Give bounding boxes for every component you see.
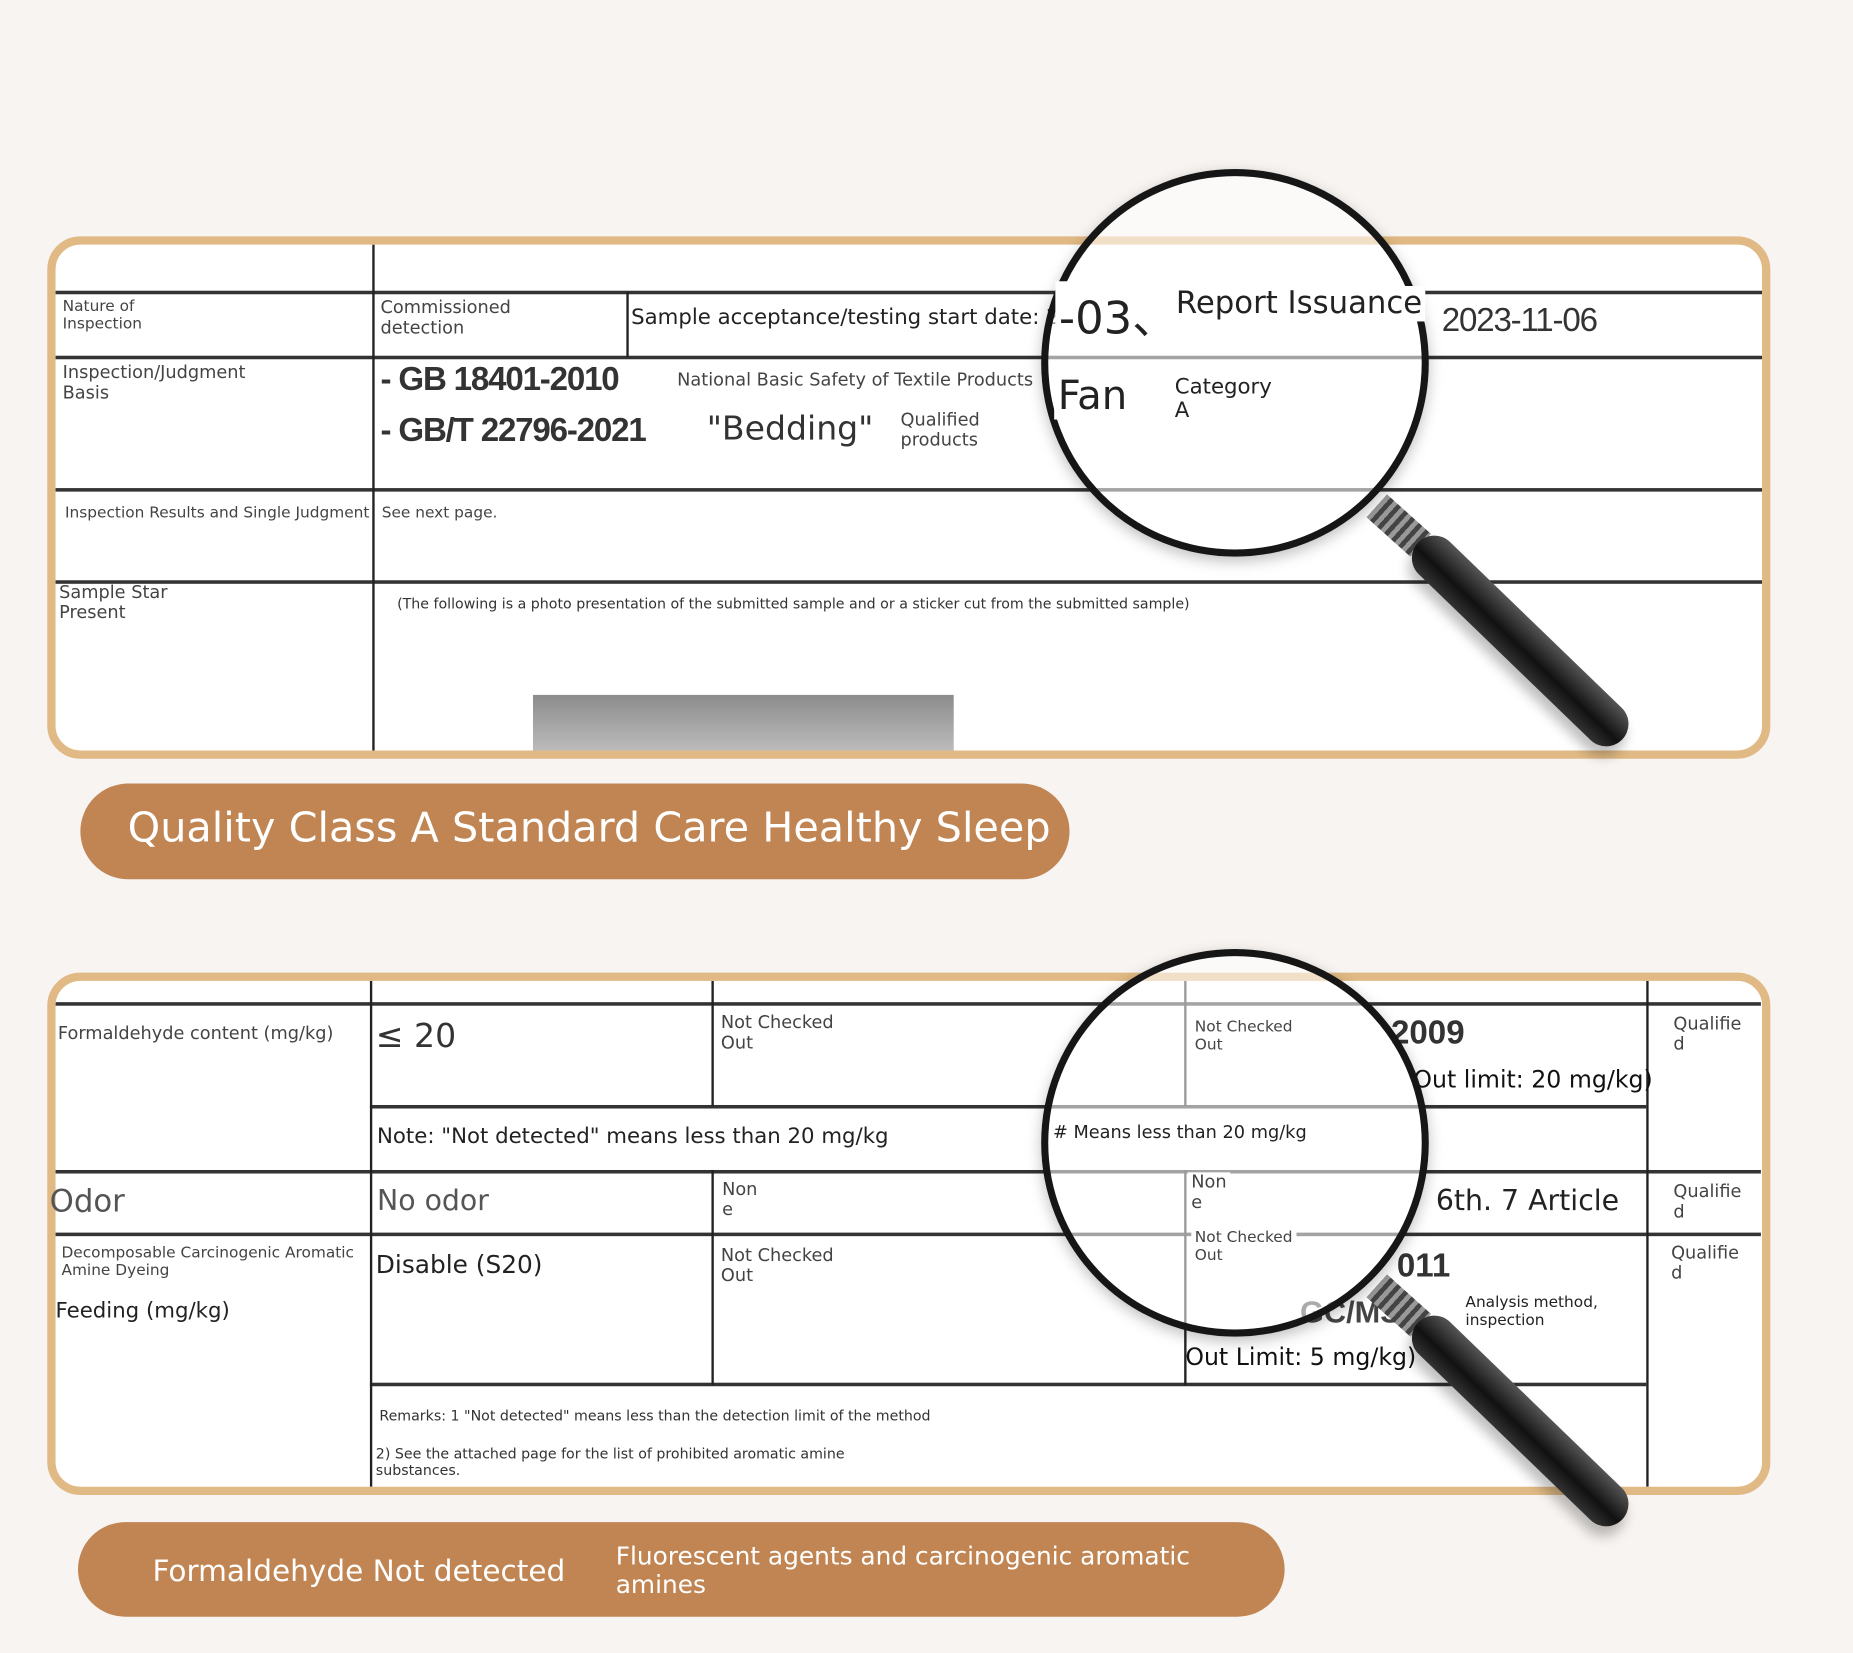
std-2011: 011	[1396, 1246, 1451, 1284]
features-banner: Formaldehyde Not detected Fluorescent ag…	[77, 1522, 1285, 1617]
remark-2: 2) See the attached page for the list of…	[375, 1445, 845, 1479]
qualified-products: Qualified products	[900, 408, 980, 451]
issue-date: 2023-11-06	[1441, 301, 1598, 338]
analysis: Analysis method, inspection	[1465, 1294, 1598, 1330]
note: Note: "Not detected" means less than 20 …	[376, 1123, 889, 1149]
std-2009: 2009	[1390, 1013, 1465, 1051]
magnifying-glass-icon	[1041, 168, 1429, 557]
results-value: See next page.	[381, 504, 498, 523]
not-checked-out-2: Not Checked Out	[1191, 1018, 1297, 1055]
qualified-1: Qualifie d	[1673, 1012, 1742, 1055]
disable: Disable (S20)	[375, 1250, 543, 1279]
start-date: Sample acceptance/testing start date: 20	[631, 304, 1074, 330]
out-limit-20: Out limit: 20 mg/kg)	[1413, 1064, 1653, 1094]
sample-note: (The following is a photo presentation o…	[397, 595, 1190, 613]
date-fragment: -03、	[1055, 281, 1181, 347]
category: Category A	[1174, 374, 1272, 424]
sample-photo	[532, 694, 954, 751]
standard-1: GB 18401-2010	[398, 360, 619, 398]
basis-label: Inspection/Judgment Basis	[62, 361, 246, 403]
not-checked-out: Not Checked Out	[720, 1011, 834, 1053]
banner-2-right: Fluorescent agents and carcinogenic arom…	[615, 1542, 1190, 1599]
nature-value: Commissioned detection	[380, 296, 511, 338]
report-issuance: Report Issuance	[1172, 285, 1426, 322]
formaldehyde-label: Formaldehyde content (mg/kg)	[57, 1022, 334, 1044]
feeding: Feeding (mg/kg)	[55, 1298, 230, 1324]
amine-label: Decomposable Carcinogenic Aromatic Amine…	[61, 1244, 355, 1280]
odor-value: No odor	[376, 1184, 489, 1218]
sample-label: Sample Star Present	[59, 581, 168, 623]
article: 6th. 7 Article	[1435, 1184, 1620, 1218]
qualified-3: Qualifie d	[1671, 1242, 1740, 1284]
remark-1: Remarks: 1 "Not detected" means less tha…	[379, 1407, 931, 1425]
odor-label: Odor	[49, 1184, 125, 1220]
qualified-2: Qualifie d	[1673, 1180, 1742, 1222]
fan: Fan	[1054, 372, 1131, 420]
none-1: Non e	[722, 1178, 758, 1220]
nature-label: Nature of Inspection	[62, 297, 143, 334]
inspection-report-card	[47, 236, 1771, 759]
not-checked-out-4: Not Checked Out	[1191, 1229, 1297, 1265]
standard-2-desc: "Bedding"	[706, 408, 874, 448]
none-2: Non e	[1187, 1172, 1231, 1213]
quality-banner: Quality Class A Standard Care Healthy Sl…	[80, 783, 1070, 880]
standard-2: GB/T 22796-2021	[398, 411, 646, 448]
banner-1-text: Quality Class A Standard Care Healthy Sl…	[127, 804, 1051, 853]
formaldehyde-limit: ≤ 20	[375, 1016, 457, 1056]
not-checked-out-3: Not Checked Out	[720, 1244, 834, 1286]
banner-2-left: Formaldehyde Not detected	[152, 1554, 566, 1589]
out-limit-5: Out Limit: 5 mg/kg)	[1185, 1342, 1417, 1371]
standard-1-desc: National Basic Safety of Textile Product…	[677, 368, 1034, 390]
results-label: Inspection Results and Single Judgment	[64, 504, 370, 523]
means-less: # Means less than 20 mg/kg	[1049, 1122, 1311, 1143]
